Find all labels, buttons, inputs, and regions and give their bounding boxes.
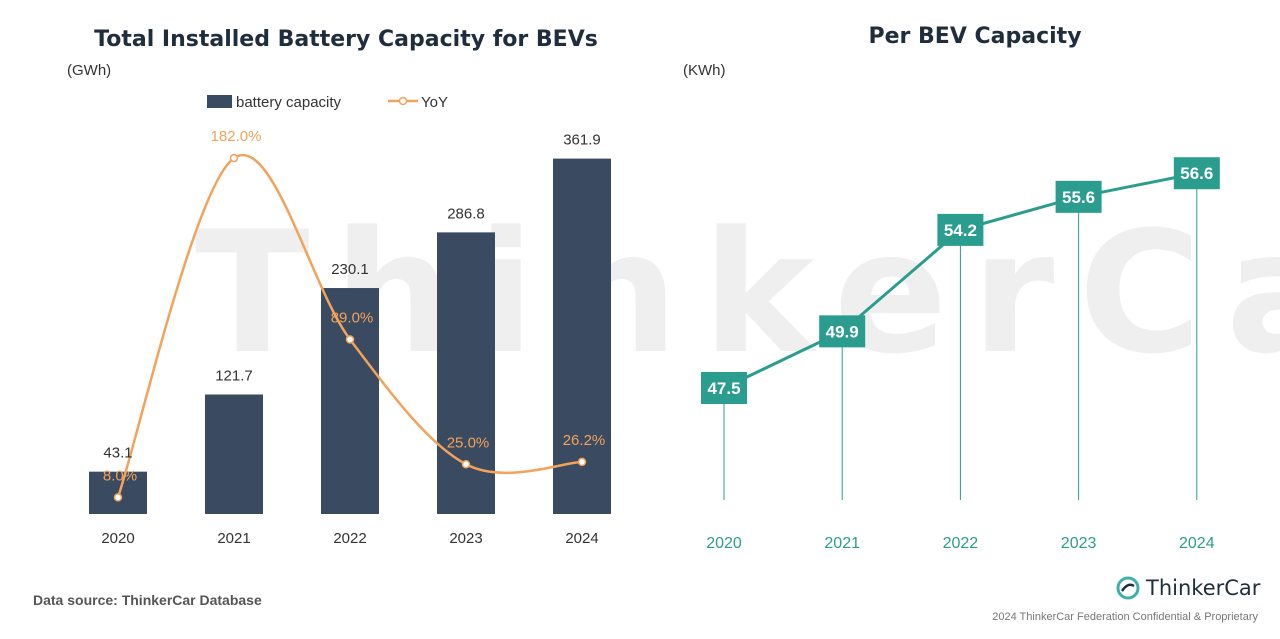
x-tick-right-2021: 2021: [824, 535, 860, 552]
legend-bar-label: battery capacity: [236, 94, 342, 111]
left-chart: Total Installed Battery Capacity for BEV…: [67, 27, 611, 547]
yoy-line: [116, 154, 583, 498]
right-chart: Per BEV Capacity (KWh) 2020 47.5 2021 49.9 2…: [683, 24, 1220, 552]
yoy-point-2022: [345, 335, 355, 344]
bar-2024: [553, 158, 611, 514]
value-label-2024: 56.6: [1180, 164, 1213, 183]
value-label-2021: 49.9: [826, 322, 859, 341]
brand-name: ThinkerCar: [1146, 576, 1261, 600]
x-tick-2022: 2022: [333, 530, 366, 547]
confidential-note: 2024 ThinkerCar Federation Confidential …: [992, 611, 1258, 623]
bar-label-2023: 286.8: [447, 205, 485, 222]
legend-bar-swatch: [207, 95, 232, 108]
bar-label-2024: 361.9: [563, 132, 601, 149]
left-chart-unit: (GWh): [67, 62, 111, 79]
right-chart-unit: (KWh): [683, 62, 726, 79]
left-chart-title: Total Installed Battery Capacity for BEV…: [94, 27, 598, 52]
x-tick-right-2023: 2023: [1061, 535, 1097, 552]
yoy-label-2024: 26.2%: [563, 432, 606, 449]
x-tick-2020: 2020: [101, 530, 134, 547]
yoy-label-2023: 25.0%: [447, 434, 490, 451]
legend-yoy-label: YoY: [421, 94, 448, 111]
yoy-label-2021: 182.0%: [211, 128, 262, 145]
bar-2021: [205, 394, 263, 514]
value-label-2023: 55.6: [1062, 188, 1095, 207]
yoy-point-2021: [229, 153, 239, 163]
yoy-point-2024: [577, 457, 587, 467]
bar-2022: [321, 288, 379, 514]
bar-label-2020: 43.1: [103, 445, 132, 462]
value-label-2020: 47.5: [707, 379, 740, 398]
yoy-point-2023: [461, 460, 471, 469]
x-tick-2023: 2023: [449, 530, 482, 547]
x-tick-right-2022: 2022: [943, 535, 979, 552]
x-tick-2024: 2024: [565, 530, 598, 547]
x-tick-2021: 2021: [217, 530, 250, 547]
brand-logo-icon: [1116, 576, 1140, 600]
value-box-2021: [819, 315, 866, 348]
bar-2020: [89, 471, 147, 514]
bar-label-2022: 230.1: [331, 261, 369, 278]
x-tick-right-2024: 2024: [1179, 535, 1215, 552]
brand-logo: ThinkerCar: [1116, 576, 1260, 600]
left-legend: battery capacity YoY: [207, 94, 448, 111]
yoy-label-2020: 8.0%: [103, 467, 137, 484]
right-chart-title: Per BEV Capacity: [868, 24, 1081, 49]
x-tick-right-2020: 2020: [706, 535, 742, 552]
yoy-label-2022: 89.0%: [331, 309, 374, 326]
value-box-2020: [701, 372, 747, 404]
value-box-2022: [937, 213, 984, 246]
value-label-2022: 54.2: [944, 221, 977, 240]
data-source-note: Data source: ThinkerCar Database: [33, 592, 262, 608]
value-box-2024: [1173, 157, 1220, 190]
yoy-point-2020: [113, 493, 123, 502]
value-box-2023: [1055, 180, 1102, 213]
bar-label-2021: 121.7: [215, 367, 253, 384]
legend-yoy-swatch-marker: [398, 96, 408, 106]
